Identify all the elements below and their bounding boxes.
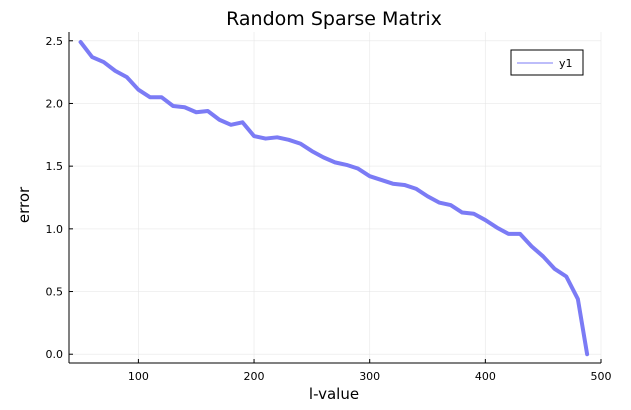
y-tick-label: 1.5 [46, 160, 64, 173]
chart-title: Random Sparse Matrix [226, 8, 442, 30]
y-tick-label: 2.5 [46, 35, 64, 48]
y-tick-label: 0.0 [46, 348, 64, 361]
legend-label-y1: y1 [559, 57, 573, 70]
y-tick-label: 1.0 [46, 223, 64, 236]
x-axis-ticks: 100 200 300 400 500 [128, 359, 612, 383]
x-tick-label: 300 [359, 370, 380, 383]
y-axis-ticks: 0.0 0.5 1.0 1.5 2.0 2.5 [46, 35, 73, 361]
legend: y1 [510, 49, 584, 76]
series-line-y1 [78, 40, 590, 357]
x-tick-label: 100 [128, 370, 149, 383]
x-axis-label: l-value [309, 385, 359, 403]
axes [68, 32, 601, 364]
x-tick-label: 400 [475, 370, 496, 383]
x-tick-label: 500 [591, 370, 612, 383]
grid-lines [69, 32, 602, 363]
x-tick-label: 200 [244, 370, 265, 383]
y-tick-label: 0.5 [46, 286, 64, 299]
y-axis-label: error [15, 186, 33, 223]
y-tick-label: 2.0 [46, 97, 64, 110]
